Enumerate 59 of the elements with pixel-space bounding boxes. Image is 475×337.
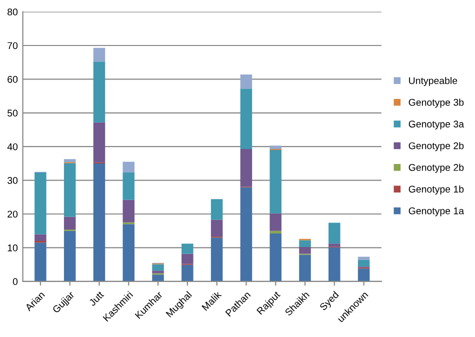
y-tick-label: 20 xyxy=(8,210,18,218)
bar xyxy=(299,254,311,282)
y-tick-label: 50 xyxy=(8,110,18,117)
bar xyxy=(93,62,106,122)
bar xyxy=(358,256,370,260)
y-tick-label: 0 xyxy=(12,278,18,286)
y-tick-label: 40 xyxy=(7,143,18,150)
legend-label: Genotype 2b xyxy=(408,142,464,152)
bar xyxy=(64,163,76,217)
bar xyxy=(122,200,135,222)
bar xyxy=(64,216,76,230)
bar xyxy=(270,146,282,149)
bar xyxy=(328,247,340,282)
legend-label: Genotype 1a xyxy=(408,207,464,216)
bar xyxy=(122,162,135,173)
bar xyxy=(182,244,194,254)
bar xyxy=(240,88,252,149)
bar xyxy=(270,234,282,282)
bar xyxy=(358,268,370,282)
bar xyxy=(64,230,76,282)
bar xyxy=(240,187,252,282)
bar xyxy=(210,199,223,220)
bar xyxy=(210,238,223,282)
legend-label: Genotype 3a xyxy=(408,120,464,130)
bar xyxy=(152,264,164,271)
bar xyxy=(93,163,106,282)
legend-label: Genotype 2b xyxy=(408,164,464,173)
legend-label: Genotype 3b xyxy=(408,98,464,108)
bar xyxy=(270,230,282,234)
legend-label: Untypeable xyxy=(409,76,458,86)
bar xyxy=(34,234,46,241)
bar xyxy=(152,270,164,274)
bar xyxy=(93,48,106,62)
x-tick-label: Jutt xyxy=(88,290,104,306)
bar xyxy=(182,254,194,264)
bar xyxy=(122,224,135,282)
bar xyxy=(240,74,252,89)
bar xyxy=(240,148,252,187)
y-tick-label: 80 xyxy=(8,8,18,16)
bar xyxy=(358,260,370,267)
y-tick-label: 70 xyxy=(8,42,18,50)
bar xyxy=(270,150,282,214)
bar xyxy=(34,242,46,282)
bar xyxy=(328,222,340,244)
bar xyxy=(270,213,282,231)
bar xyxy=(64,159,76,162)
bar xyxy=(93,122,106,162)
y-tick-label: 60 xyxy=(8,76,18,83)
bar xyxy=(299,247,311,254)
bar xyxy=(34,172,46,234)
legend-label: Genotype 1b xyxy=(408,185,464,195)
bar xyxy=(299,240,311,248)
bar xyxy=(122,172,135,200)
y-tick-label: 10 xyxy=(8,244,18,252)
bar xyxy=(210,220,223,237)
y-tick-label: 30 xyxy=(7,177,18,184)
bar xyxy=(152,274,164,282)
bar xyxy=(328,244,340,247)
bar xyxy=(182,264,194,282)
